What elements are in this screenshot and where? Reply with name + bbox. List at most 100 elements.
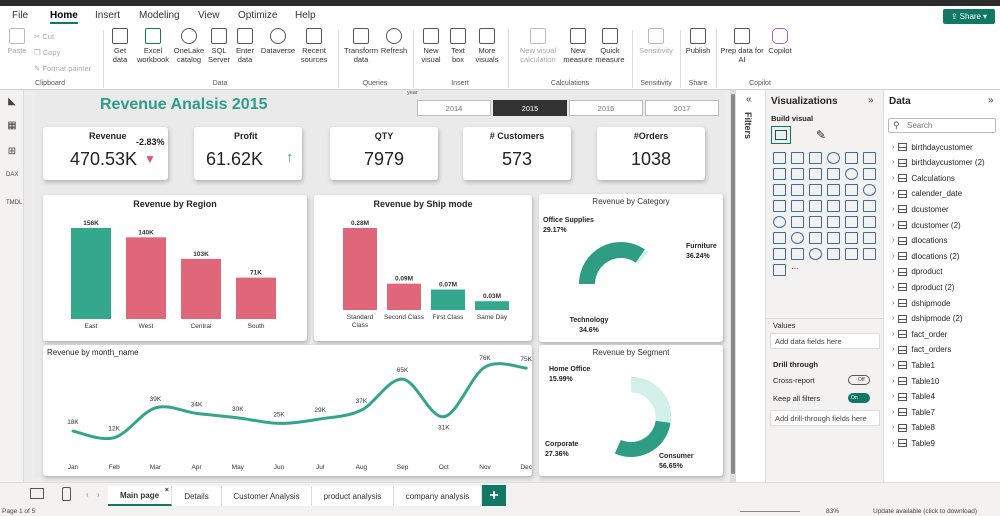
data-table-item[interactable]: › dshipmode (2): [892, 313, 962, 325]
visual-type-icon[interactable]: [791, 184, 804, 196]
data-table-item[interactable]: › Table10: [892, 375, 939, 387]
data-table-item[interactable]: › Calculations: [892, 172, 955, 184]
visual-type-icon[interactable]: [845, 168, 858, 180]
paste-button[interactable]: Paste: [6, 28, 28, 55]
data-table-item[interactable]: › dcustomer (2): [892, 219, 961, 231]
values-drop-zone[interactable]: Add data fields here: [770, 333, 880, 349]
visual-type-icon[interactable]: [827, 232, 840, 244]
visual-type-icon[interactable]: [773, 168, 786, 180]
slicer-item-2016[interactable]: 2016: [569, 100, 643, 116]
chart-revenue-by-region[interactable]: Revenue by Region 156K East 140K West 103K Ce…: [43, 195, 307, 341]
chart-revenue-by-segment[interactable]: Revenue by Segment Home Office 15.99% Cons…: [539, 345, 723, 476]
data-table-item[interactable]: › fact_order: [892, 328, 947, 340]
chevron-right-icon[interactable]: ›: [892, 361, 895, 369]
next-page-icon[interactable]: ›: [97, 490, 100, 499]
chevron-right-icon[interactable]: ›: [892, 205, 895, 213]
data-table-item[interactable]: › birthdaycustomer (2): [892, 157, 985, 169]
chevron-right-icon[interactable]: ›: [892, 315, 895, 323]
chevron-right-icon[interactable]: ›: [892, 174, 895, 182]
visual-type-icon[interactable]: [809, 248, 822, 260]
menu-file[interactable]: File: [12, 10, 29, 21]
visual-type-icon[interactable]: [827, 184, 840, 196]
slicer-item-2015[interactable]: 2015: [493, 100, 567, 116]
visual-type-icon[interactable]: [773, 216, 786, 228]
canvas-scrollbar[interactable]: [730, 90, 736, 482]
visual-type-icon[interactable]: [845, 200, 858, 212]
chevron-right-icon[interactable]: ›: [892, 143, 895, 151]
visual-type-icon[interactable]: [863, 200, 876, 212]
recent-sources-button[interactable]: Recent sources: [297, 28, 331, 64]
more-icon[interactable]: ···: [791, 264, 799, 273]
visual-type-icon[interactable]: [863, 216, 876, 228]
desktop-view-icon[interactable]: [30, 488, 44, 499]
chart-revenue-by-month[interactable]: Revenue by month_name 18K Jan 12K Feb 39K Mar…: [43, 345, 532, 476]
slicer-item-2014[interactable]: 2014: [417, 100, 491, 116]
chevron-right-icon[interactable]: ›: [892, 221, 895, 229]
close-icon[interactable]: ×: [164, 487, 169, 494]
transform-data-button[interactable]: Transform data: [342, 28, 380, 64]
visual-type-icon[interactable]: [809, 232, 822, 244]
data-table-item[interactable]: › dproduct: [892, 266, 942, 278]
visual-type-icon[interactable]: [863, 232, 876, 244]
search-input[interactable]: [907, 120, 993, 131]
table-view-icon[interactable]: ▦: [7, 120, 17, 131]
kpi-card-orders[interactable]: #Orders 1038: [597, 127, 705, 180]
visual-type-icon[interactable]: [791, 200, 804, 212]
menu-modeling[interactable]: Modeling: [139, 10, 180, 21]
visual-type-icon[interactable]: [773, 248, 786, 260]
quick-measure-button[interactable]: Quick measure: [593, 28, 627, 64]
tab-main-page[interactable]: Main page ×: [108, 486, 172, 506]
sql-server-button[interactable]: SQL Server: [206, 28, 232, 64]
update-notice[interactable]: Update available (click to download): [873, 508, 978, 515]
visual-type-icon[interactable]: [845, 248, 858, 260]
visual-type-icon[interactable]: [845, 184, 858, 196]
data-table-item[interactable]: › fact_orders: [892, 344, 951, 356]
collapse-icon[interactable]: »: [868, 95, 874, 106]
search-box[interactable]: ⚲: [888, 118, 996, 133]
chevron-right-icon[interactable]: ›: [892, 346, 895, 354]
visual-type-icon[interactable]: [773, 184, 786, 196]
kpi-card-profit[interactable]: Profit 61.62K ↑: [194, 127, 302, 180]
tab-customer-analysis[interactable]: Customer Analysis: [222, 486, 312, 506]
drill-through-drop-zone[interactable]: Add drill-through fields here: [770, 410, 880, 426]
build-visual-tab[interactable]: [771, 126, 791, 144]
visual-type-icon[interactable]: [809, 200, 822, 212]
menu-optimize[interactable]: Optimize: [238, 10, 278, 21]
slicer-item-2017[interactable]: 2017: [645, 100, 719, 116]
share-button[interactable]: ⇪ Share ▾: [943, 9, 995, 24]
format-painter-button[interactable]: ✎ Format painter: [34, 64, 92, 73]
new-measure-button[interactable]: New measure: [562, 28, 594, 64]
visual-type-icon[interactable]: [809, 168, 822, 180]
data-table-item[interactable]: › Table4: [892, 391, 935, 403]
visual-type-icon[interactable]: [791, 216, 804, 228]
chevron-right-icon[interactable]: ›: [892, 393, 895, 401]
cut-button[interactable]: ✂ Cut: [34, 32, 55, 41]
format-visual-icon[interactable]: ✎: [816, 128, 827, 142]
tab-product-analysis[interactable]: product analysis: [312, 486, 394, 506]
zoom-slider[interactable]: [740, 511, 800, 512]
visual-type-icon[interactable]: [773, 264, 786, 276]
chevron-right-icon[interactable]: ›: [892, 283, 895, 291]
menu-insert[interactable]: Insert: [95, 10, 121, 21]
kpi-card-revenue[interactable]: Revenue -2.83% 470.53K ▼: [43, 127, 168, 180]
chart-revenue-by-category[interactable]: Revenue by Category Office Supplies 29.17…: [539, 194, 723, 342]
chevron-right-icon[interactable]: ›: [892, 439, 895, 447]
data-table-item[interactable]: › dcustomer: [892, 203, 949, 215]
menu-help[interactable]: Help: [295, 10, 316, 21]
data-table-item[interactable]: › birthdaycustomer: [892, 141, 973, 153]
prev-page-icon[interactable]: ‹: [86, 490, 89, 499]
data-table-item[interactable]: › Table8: [892, 422, 935, 434]
kpi-card-qty[interactable]: QTY 7979: [330, 127, 438, 180]
copilot-button[interactable]: Copilot: [764, 28, 796, 55]
onelake-catalog-button[interactable]: OneLake catalog: [172, 28, 206, 64]
visual-type-icon[interactable]: [809, 152, 822, 164]
refresh-button[interactable]: Refresh: [379, 28, 409, 55]
visual-type-icon[interactable]: [863, 152, 876, 164]
dataverse-button[interactable]: Dataverse: [258, 28, 298, 55]
visual-type-icon[interactable]: [791, 232, 804, 244]
visual-type-icon[interactable]: [827, 152, 840, 164]
data-table-item[interactable]: › dlocations: [892, 235, 947, 247]
chevron-right-icon[interactable]: ›: [892, 424, 895, 432]
sensitivity-button[interactable]: Sensitivity: [636, 28, 676, 55]
data-table-item[interactable]: › Table7: [892, 406, 935, 418]
